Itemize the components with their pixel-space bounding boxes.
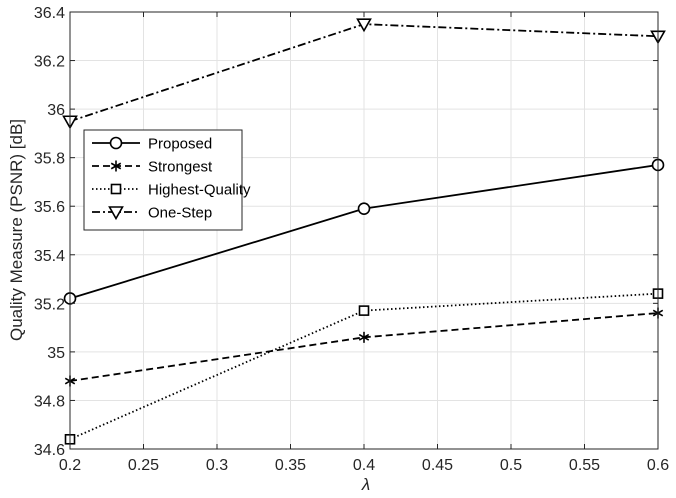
x-tick-label: 0.35 xyxy=(275,457,306,474)
legend-label: Highest-Quality xyxy=(148,182,251,199)
asterisk-marker xyxy=(110,160,122,172)
y-tick-label: 36.4 xyxy=(34,5,65,22)
x-tick-label: 0.2 xyxy=(59,457,81,474)
legend: Proposed Strongest Highest-Quality One-Step xyxy=(83,129,251,231)
x-axis-title: λ xyxy=(361,475,370,494)
legend-entry: One-Step xyxy=(92,205,212,222)
asterisk-stroke xyxy=(110,162,122,170)
legend-entry: Highest-Quality xyxy=(92,182,251,199)
x-tick-label: 0.5 xyxy=(500,457,522,474)
y-tick-label: 36 xyxy=(47,102,65,119)
legend-box xyxy=(83,129,243,231)
y-axis-title: Quality Measure (PSNR) [dB] xyxy=(7,119,26,341)
tick-labels: 0.2 0.25 0.3 0.35 0.4 0.45 0.5 0.55 0.6 34.6 34.8 3… xyxy=(34,5,669,474)
triangle-marker xyxy=(108,206,124,221)
x-tick-label: 0.3 xyxy=(206,457,228,474)
triangle-marker xyxy=(356,18,372,33)
y-tick-label: 35.4 xyxy=(34,248,65,265)
y-tick-label: 35.2 xyxy=(34,296,65,313)
x-tick-label: 0.25 xyxy=(128,457,159,474)
x-tick-label: 0.45 xyxy=(422,457,453,474)
legend-entry: Proposed xyxy=(92,136,212,153)
x-tick-label: 0.6 xyxy=(647,457,669,474)
circle-marker xyxy=(357,202,371,215)
square-marker xyxy=(110,183,122,195)
y-tick-label: 34.8 xyxy=(34,393,65,410)
circle-marker xyxy=(109,136,123,150)
y-tick-label: 35 xyxy=(47,345,65,362)
legend-label: Proposed xyxy=(148,136,212,153)
square-marker xyxy=(358,305,370,316)
asterisk-stroke xyxy=(358,333,370,341)
asterisk-marker xyxy=(358,331,370,343)
x-tick-label: 0.55 xyxy=(569,457,600,474)
legend-entry: Strongest xyxy=(92,159,213,176)
ticks xyxy=(69,11,659,450)
x-tick-label: 0.4 xyxy=(353,457,375,474)
legend-label: Strongest xyxy=(148,159,213,176)
y-tick-label: 34.6 xyxy=(34,442,65,459)
series-layer xyxy=(62,18,666,445)
y-tick-label: 35.8 xyxy=(34,151,65,168)
y-tick-label: 35.6 xyxy=(34,199,65,216)
legend-label: One-Step xyxy=(148,205,212,222)
y-tick-label: 36.2 xyxy=(34,54,65,71)
